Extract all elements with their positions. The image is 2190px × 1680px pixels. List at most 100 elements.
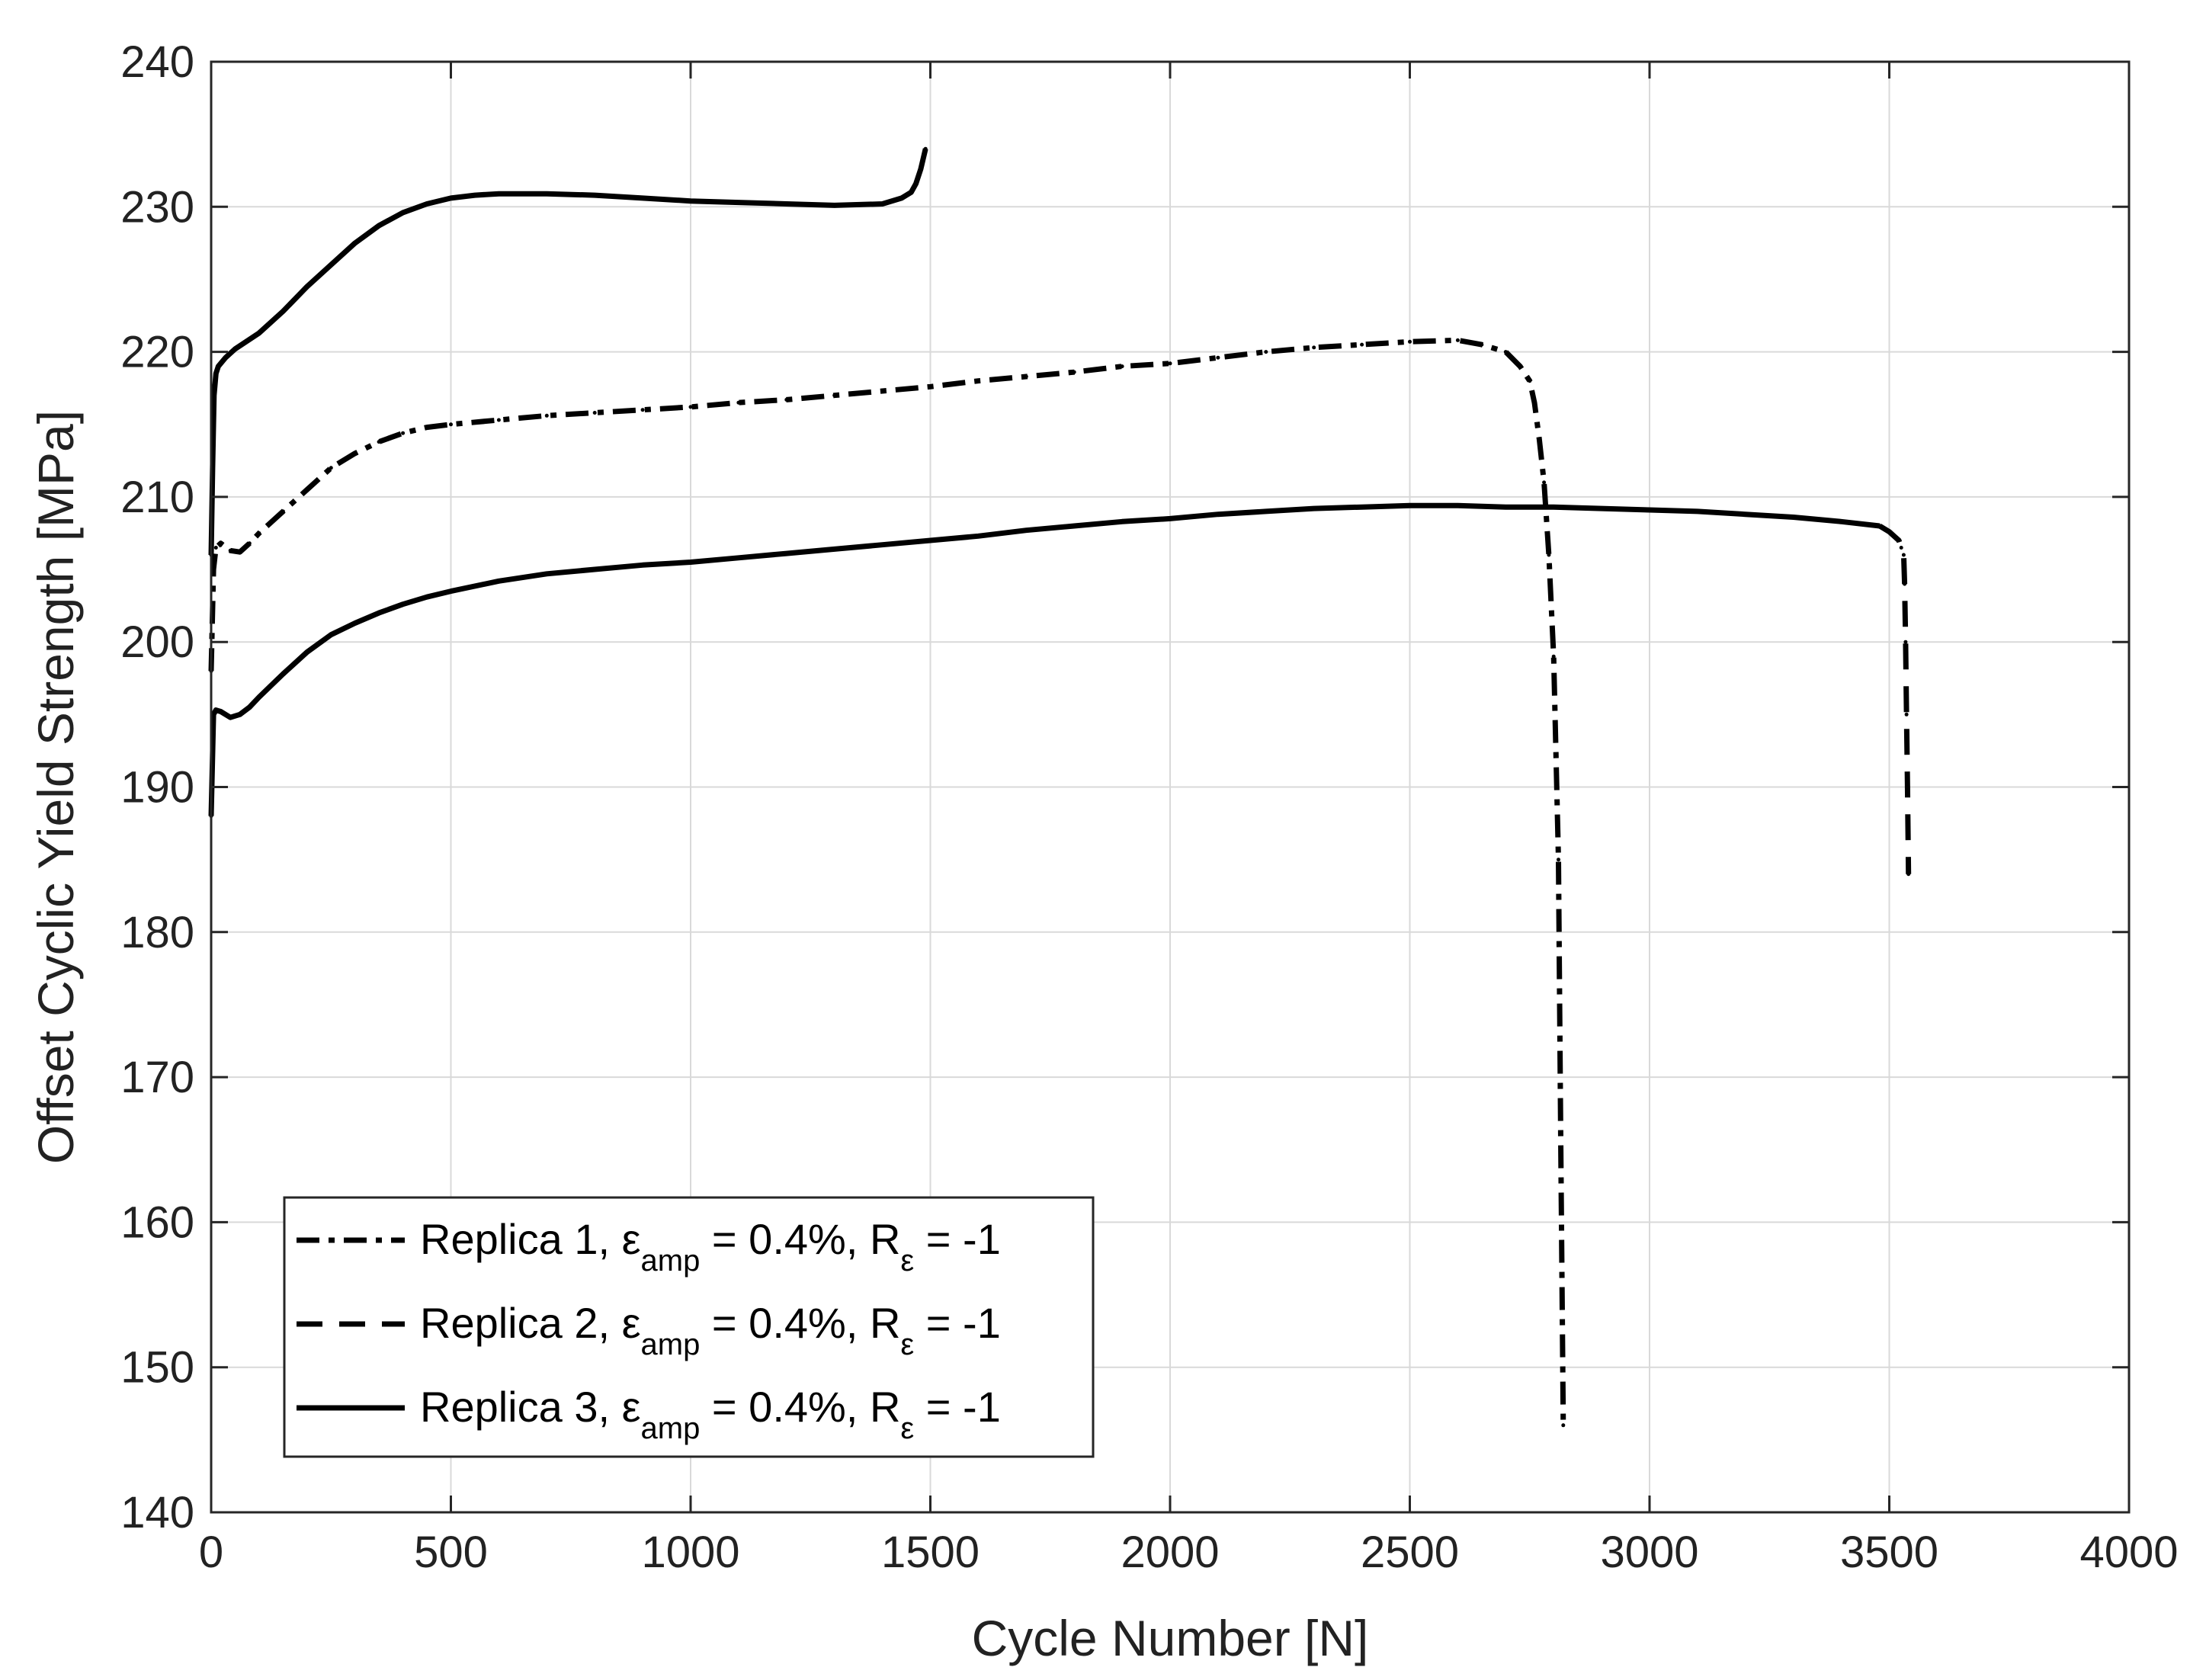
- data-point: [1551, 505, 1556, 509]
- x-tick-label: 1000: [641, 1528, 739, 1577]
- y-tick-label: 220: [120, 328, 194, 377]
- data-point: [216, 364, 220, 369]
- legend-label-subscript: ε: [900, 1412, 914, 1445]
- data-point: [377, 611, 381, 615]
- x-tick-label: 500: [414, 1528, 488, 1577]
- data-point: [544, 413, 549, 418]
- data-point: [688, 405, 693, 409]
- data-point: [401, 431, 406, 435]
- y-tick-label: 180: [120, 908, 194, 957]
- data-point: [736, 400, 741, 405]
- data-point: [496, 418, 501, 422]
- legend-label-middle: = 0.4%, R: [700, 1215, 900, 1263]
- data-point: [473, 193, 477, 197]
- y-tick-label: 150: [120, 1343, 194, 1393]
- data-point: [928, 384, 932, 389]
- y-tick-label: 190: [120, 763, 194, 813]
- x-axis-title: Cycle Number [N]: [972, 1610, 1369, 1666]
- data-point: [976, 379, 980, 383]
- data-point: [592, 193, 597, 197]
- data-point: [238, 712, 242, 717]
- data-point: [1408, 503, 1412, 508]
- series-4: [208, 146, 928, 557]
- data-point: [496, 579, 501, 583]
- data-point: [228, 715, 232, 720]
- data-point: [736, 556, 741, 560]
- data-point: [1503, 505, 1508, 509]
- data-point: [784, 397, 789, 402]
- series-line: [1878, 524, 1912, 874]
- data-point: [1557, 858, 1560, 862]
- data-point: [257, 695, 261, 699]
- data-point: [640, 196, 645, 200]
- legend-label: Replica 1, εamp = 0.4%, Rε = -1: [420, 1215, 1001, 1278]
- data-point: [1168, 361, 1172, 366]
- data-point: [219, 710, 223, 713]
- data-point: [1518, 364, 1522, 369]
- data-point: [213, 371, 218, 376]
- data-point: [496, 191, 501, 196]
- data-point: [1120, 519, 1124, 524]
- data-point: [353, 621, 358, 625]
- data-point: [305, 487, 309, 492]
- data-point: [247, 705, 252, 710]
- data-point: [1537, 437, 1541, 441]
- data-point: [914, 181, 919, 186]
- data-point: [1216, 355, 1220, 360]
- series-2: [1877, 524, 1912, 877]
- data-point: [219, 361, 223, 366]
- data-point: [425, 425, 429, 430]
- y-axis-title: Offset Cyclic Yield Strength [MPa]: [27, 410, 84, 1164]
- y-tick-label: 230: [120, 182, 194, 232]
- data-point: [1168, 516, 1172, 521]
- data-point: [213, 546, 218, 550]
- data-point: [329, 466, 333, 470]
- data-point: [1216, 512, 1220, 517]
- data-point: [909, 190, 913, 194]
- data-point: [425, 202, 429, 206]
- data-point: [1899, 546, 1903, 550]
- y-tick-label: 140: [120, 1488, 194, 1537]
- data-point: [377, 223, 381, 228]
- data-point: [449, 589, 453, 594]
- legend-label-middle: = 0.4%, R: [700, 1383, 900, 1431]
- legend-label-suffix: = -1: [914, 1215, 1001, 1263]
- data-point: [211, 567, 216, 572]
- series-line: [208, 502, 1881, 816]
- legend-label: Replica 2, εamp = 0.4%, Rε = -1: [420, 1299, 1001, 1361]
- data-point: [1559, 1147, 1563, 1152]
- legend-label-suffix: = -1: [914, 1383, 1001, 1431]
- data-point: [329, 262, 333, 267]
- data-point: [1695, 509, 1700, 514]
- data-point: [247, 541, 252, 546]
- legend-box: [283, 1196, 1095, 1458]
- data-point: [1120, 364, 1124, 369]
- data-point: [305, 650, 309, 654]
- data-point: [1599, 506, 1604, 511]
- x-tick-label: 2500: [1361, 1528, 1459, 1577]
- data-point: [425, 595, 429, 599]
- y-tick-label: 210: [120, 473, 194, 522]
- data-point: [257, 531, 261, 535]
- data-point: [1360, 505, 1364, 509]
- data-point: [880, 543, 885, 547]
- data-point: [212, 393, 216, 398]
- data-point: [219, 541, 223, 546]
- legend-label: Replica 3, εamp = 0.4%, Rε = -1: [420, 1383, 1001, 1445]
- y-tick-label: 160: [120, 1197, 194, 1247]
- data-point: [353, 451, 358, 456]
- series-3: [208, 502, 1882, 819]
- data-point: [1561, 1423, 1566, 1428]
- data-point: [832, 547, 837, 551]
- data-point: [228, 548, 232, 553]
- data-point: [832, 393, 837, 398]
- data-point: [976, 534, 980, 538]
- data-point: [1072, 524, 1076, 528]
- data-point: [1839, 519, 1844, 524]
- legend-label-suffix: = -1: [914, 1299, 1001, 1347]
- x-tick-label: 4000: [2079, 1528, 2178, 1577]
- data-point: [238, 550, 242, 554]
- data-point: [1877, 524, 1882, 528]
- axis-ticks: 0 500 1000 1500 2000 2500 3000 3500 4000 140 150 16…: [120, 37, 2178, 1577]
